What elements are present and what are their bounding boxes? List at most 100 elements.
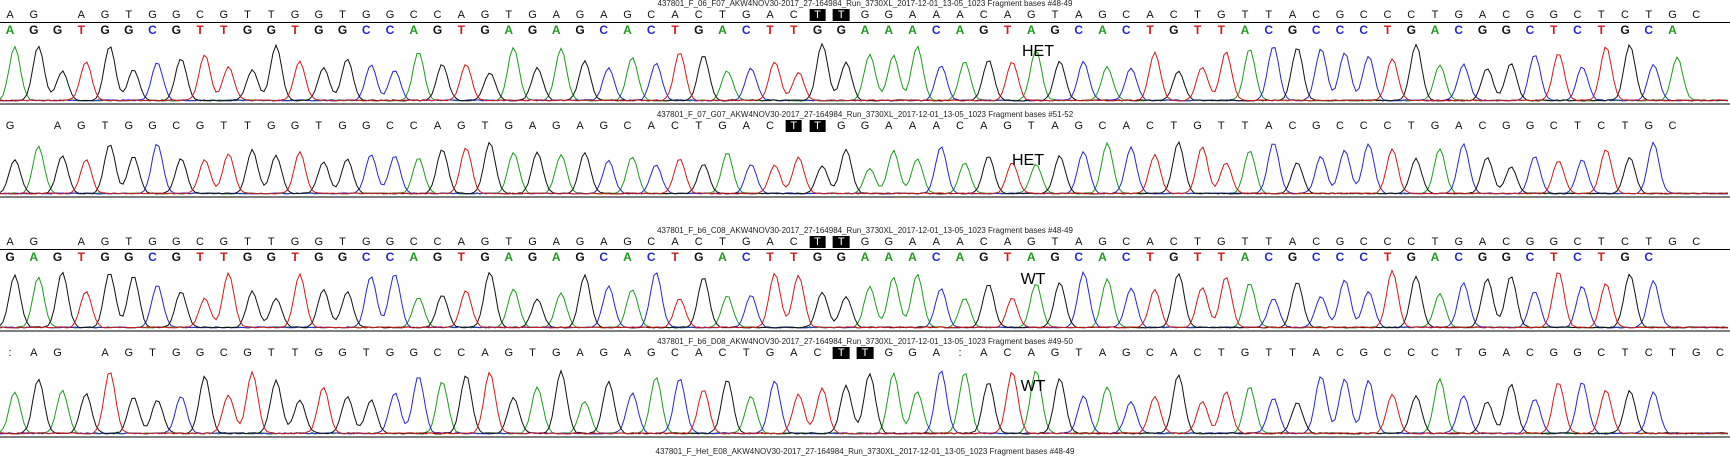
- reference-base: G: [409, 347, 419, 359]
- basecall: G: [432, 250, 443, 264]
- basecall: C: [646, 250, 656, 264]
- reference-base: G: [528, 9, 537, 21]
- reference-base: A: [956, 9, 964, 21]
- trace-t: [0, 370, 1729, 435]
- trace-plot: [0, 140, 1730, 198]
- reference-base: C: [1146, 347, 1154, 359]
- reference-base: G: [100, 9, 110, 21]
- reference-base: G: [361, 120, 371, 132]
- basecall: T: [1597, 250, 1605, 264]
- reference-base: G: [1668, 9, 1677, 21]
- basecall: T: [790, 23, 798, 37]
- reference-base: G: [1525, 236, 1535, 248]
- reference-base: G: [29, 236, 39, 248]
- reference-base: C: [1407, 347, 1416, 359]
- reference-base: T: [785, 120, 803, 132]
- reference-base: T: [719, 236, 726, 248]
- chromatogram-panel-3: 437801_F_b6_C08_AKW4NOV30-2017_27-164984…: [0, 227, 1730, 337]
- basecall: A: [409, 23, 419, 37]
- reference-base: C: [1359, 9, 1368, 21]
- reference-base: A: [77, 9, 85, 21]
- basecall: C: [1644, 23, 1654, 37]
- reference-base: A: [1478, 9, 1487, 21]
- reference-base: C: [789, 9, 798, 21]
- reference-base: T: [1669, 347, 1676, 359]
- reference-base: C: [979, 236, 988, 248]
- reference-base: G: [148, 120, 157, 132]
- trace-plot: [0, 42, 1730, 105]
- reference-base: T: [1217, 120, 1225, 132]
- reference-base: A: [576, 120, 584, 132]
- reference-base: T: [1431, 9, 1439, 21]
- reference-base: C: [409, 120, 418, 132]
- genotype-label: WT: [1020, 271, 1046, 288]
- basecall: T: [1597, 23, 1605, 37]
- trace-a: [0, 141, 1728, 195]
- chromatogram-panel-2: 437801_F_07_G07_AKW4NOV30-2017_27-164984…: [0, 111, 1730, 211]
- basecall: G: [242, 250, 253, 264]
- reference-base: G: [219, 9, 229, 21]
- reference-base: G: [1026, 9, 1036, 21]
- reference-base: G: [908, 347, 917, 359]
- reference-base: G: [385, 236, 395, 248]
- reference-base: A: [1098, 347, 1107, 359]
- reference-base: A: [766, 9, 774, 21]
- basecall: A: [908, 250, 917, 264]
- basecall: C: [1644, 250, 1654, 264]
- reference-base: G: [314, 347, 324, 359]
- basecall: C: [1264, 250, 1274, 264]
- basecall: C: [385, 250, 395, 264]
- basecall: C: [1121, 250, 1131, 264]
- reference-base: G: [290, 236, 300, 248]
- reference-base: G: [599, 347, 609, 359]
- reference-base: A: [552, 9, 560, 21]
- reference-base: T: [505, 236, 513, 248]
- reference-base: C: [694, 9, 703, 21]
- reference-base: T: [832, 9, 850, 21]
- reference-base: T: [1645, 9, 1653, 21]
- reference-base: A: [932, 9, 940, 21]
- reference-base: G: [171, 347, 181, 359]
- basecall: G: [52, 23, 63, 37]
- basecall: G: [1169, 23, 1179, 37]
- reference-base: G: [171, 236, 181, 248]
- basecall: A: [1098, 250, 1107, 264]
- reference-base: G: [646, 347, 656, 359]
- reference-base: A: [1003, 9, 1012, 21]
- basecall: T: [1550, 23, 1558, 37]
- trace-a: [0, 273, 1729, 329]
- reference-base: A: [1075, 236, 1083, 248]
- reference-base: A: [457, 9, 465, 21]
- reference-base: A: [1455, 120, 1463, 132]
- reference-base: C: [1597, 347, 1606, 359]
- reference-base: G: [1216, 9, 1226, 21]
- reference-base: C: [219, 347, 228, 359]
- reference-base: G: [195, 120, 205, 132]
- basecall: G: [575, 250, 585, 264]
- basecall: G: [29, 23, 39, 37]
- basecall: C: [361, 23, 371, 37]
- reference-base: G: [1668, 236, 1677, 248]
- reference-base: T: [267, 347, 275, 359]
- basecall: T: [1217, 250, 1225, 264]
- reference-base: G: [1121, 347, 1131, 359]
- basecall: A: [718, 250, 727, 264]
- basecall: A: [551, 23, 561, 37]
- reference-base: C: [1336, 120, 1344, 132]
- reference-base: C: [1668, 120, 1677, 132]
- reference-base: G: [5, 120, 15, 132]
- reference-base: T: [1431, 236, 1439, 248]
- basecall: G: [266, 23, 276, 37]
- reference-base: G: [741, 236, 751, 248]
- basecall: T: [790, 250, 798, 264]
- reference-base: A: [101, 347, 109, 359]
- reference-base: G: [124, 347, 134, 359]
- reference-base: C: [386, 120, 394, 132]
- reference-base: C: [1098, 120, 1107, 132]
- basecall: G: [1501, 250, 1511, 264]
- reference-base: A: [790, 347, 798, 359]
- reference-base: C: [409, 236, 418, 248]
- basecall: G: [836, 23, 846, 37]
